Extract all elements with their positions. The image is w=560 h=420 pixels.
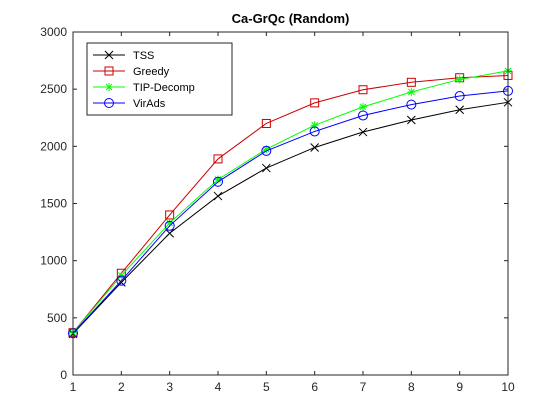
legend-label: VirAds	[133, 98, 166, 110]
data-point	[358, 85, 368, 95]
data-point	[310, 143, 320, 152]
data-point	[164, 220, 175, 231]
legend-marker	[104, 98, 114, 108]
data-point	[359, 102, 367, 111]
y-tick-label: 1000	[40, 254, 67, 268]
data-point	[406, 115, 416, 125]
data-point	[406, 99, 417, 110]
legend-marker	[104, 50, 114, 60]
x-tick-label: 6	[311, 380, 318, 394]
legend-label: TIP-Decomp	[133, 82, 195, 94]
x-tick-label: 4	[215, 380, 222, 394]
x-tick-label: 10	[501, 380, 515, 394]
series-line	[72, 90, 509, 334]
x-tick-label: 8	[408, 380, 415, 394]
legend-label: TSS	[133, 50, 154, 62]
data-point	[165, 228, 175, 238]
series-tss	[68, 97, 513, 339]
data-point	[213, 176, 223, 187]
y-tick-label: 500	[47, 311, 67, 325]
legend-item: TSS	[93, 50, 154, 62]
data-point	[358, 127, 368, 137]
x-tick-label: 2	[118, 380, 125, 394]
y-tick-label: 3000	[40, 25, 67, 39]
data-point	[358, 110, 368, 121]
legend-marker	[105, 83, 113, 91]
x-tick-label: 3	[166, 380, 173, 394]
series-layer	[68, 66, 513, 339]
data-point	[261, 118, 271, 128]
legend-item: TIP-Decomp	[93, 82, 195, 94]
legend-item: Greedy	[93, 66, 170, 78]
chart-title: Ca-GrQc (Random)	[232, 11, 350, 26]
data-point	[407, 88, 416, 97]
legend-item: VirAds	[93, 98, 166, 110]
data-point	[116, 275, 127, 286]
y-tick-label: 0	[60, 368, 67, 382]
data-point	[261, 163, 271, 173]
y-tick-label: 2500	[40, 82, 67, 96]
x-tick-label: 9	[456, 380, 463, 394]
x-tick-label: 5	[263, 380, 270, 394]
y-tick-label: 2000	[40, 139, 67, 153]
x-tick-label: 7	[360, 380, 367, 394]
series-line	[72, 74, 509, 334]
axis-layer: 1 2 3 4 5 6 7 8 9 10 0 500 1000 1500 2000 2500 3000	[40, 25, 515, 394]
legend-marker	[104, 66, 114, 76]
legend: TSS Greedy TIP-Decomp VirAds	[86, 42, 233, 116]
legend-label: Greedy	[133, 66, 170, 78]
data-point	[309, 126, 320, 137]
data-point	[116, 278, 126, 287]
series-line	[72, 101, 509, 335]
data-point	[406, 77, 416, 87]
data-point	[213, 191, 223, 201]
data-point	[455, 75, 464, 84]
y-tick-label: 1500	[40, 197, 67, 211]
data-point	[213, 154, 223, 164]
data-point	[117, 271, 126, 280]
data-point	[455, 105, 465, 115]
data-point	[165, 210, 175, 220]
data-point	[261, 145, 272, 156]
x-tick-label: 1	[70, 380, 77, 394]
series-line	[72, 70, 509, 334]
data-point	[454, 91, 465, 102]
data-point	[310, 98, 320, 108]
